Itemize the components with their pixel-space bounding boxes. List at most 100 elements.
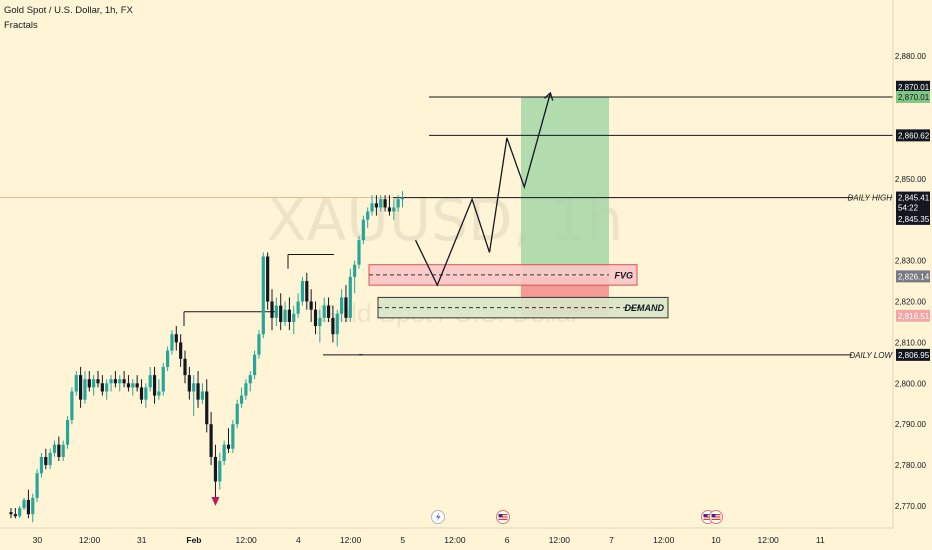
candle xyxy=(392,199,396,220)
candle xyxy=(313,301,318,335)
candle xyxy=(257,330,261,359)
candle xyxy=(65,416,70,449)
candle-body xyxy=(79,375,83,400)
price-label: 2,860.62 xyxy=(898,131,930,140)
candle xyxy=(287,297,291,331)
candle-body xyxy=(131,383,135,388)
candle xyxy=(300,276,305,306)
candle-body xyxy=(266,256,270,302)
candle-body xyxy=(279,305,283,322)
price-label-bg xyxy=(896,80,930,93)
candle-body xyxy=(261,256,265,335)
y-tick-label: 2,810.00 xyxy=(895,338,927,347)
candle-body xyxy=(387,207,392,212)
x-tick-label: 30 xyxy=(33,535,43,545)
candle xyxy=(92,375,96,396)
candle xyxy=(179,334,183,367)
candle-body xyxy=(31,497,35,515)
candle xyxy=(26,489,30,519)
price-label: 2,845.35 xyxy=(898,215,930,224)
lightning-icon[interactable] xyxy=(431,510,445,524)
candle xyxy=(309,289,313,322)
candle xyxy=(370,195,374,216)
candle xyxy=(35,469,39,502)
candle-body xyxy=(192,383,196,392)
candle-body xyxy=(13,514,17,517)
candle xyxy=(22,497,26,511)
level-label: DAILY LOW xyxy=(849,351,893,360)
candle-body xyxy=(357,240,361,265)
candle-body xyxy=(144,387,148,400)
candle-body xyxy=(353,264,357,277)
candle-body xyxy=(105,383,109,392)
candle xyxy=(96,371,100,388)
price-label-bg xyxy=(896,309,930,322)
candle-body xyxy=(222,444,226,462)
candle xyxy=(200,383,204,404)
candle xyxy=(18,506,22,519)
y-tick-label: 2,820.00 xyxy=(895,298,927,307)
zones-layer: FVG DEMAND xyxy=(368,96,669,319)
candle xyxy=(344,285,348,322)
candle-body xyxy=(148,375,152,388)
candle xyxy=(139,379,144,404)
us-flag-event-icon[interactable] xyxy=(496,510,510,524)
candle xyxy=(113,371,117,388)
candle-body xyxy=(300,281,305,302)
price-label-bg xyxy=(896,90,930,103)
candle-body xyxy=(379,199,383,208)
candle-body xyxy=(239,395,244,404)
candle xyxy=(244,379,248,400)
candle-body xyxy=(122,379,126,384)
candle xyxy=(52,440,57,457)
candle-body xyxy=(83,379,87,400)
candle-body xyxy=(135,383,139,388)
candle xyxy=(213,444,218,498)
candle xyxy=(340,289,344,322)
candle xyxy=(266,252,270,310)
candle-body xyxy=(209,424,213,457)
us-flag-event-icon[interactable] xyxy=(709,510,723,524)
candle-body xyxy=(366,211,370,220)
candle xyxy=(87,371,91,392)
candle-body xyxy=(274,305,278,318)
candle-body xyxy=(361,219,365,241)
candle-body xyxy=(344,297,348,318)
candle-body xyxy=(383,199,387,208)
candle xyxy=(331,305,335,343)
y-tick-label: 2,850.00 xyxy=(895,175,927,184)
candle xyxy=(118,375,122,392)
zone-label: DEMAND xyxy=(625,303,665,313)
candle-body xyxy=(113,379,117,384)
candle xyxy=(183,350,187,384)
candle xyxy=(148,366,152,392)
candle xyxy=(400,191,405,208)
candle xyxy=(31,493,35,523)
candles-layer xyxy=(9,191,405,523)
candle xyxy=(357,236,361,269)
candle-body xyxy=(283,309,287,322)
indicator-label[interactable]: Fractals xyxy=(4,20,38,31)
candle-body xyxy=(179,342,183,359)
x-tick-label: Feb xyxy=(186,535,201,545)
candle-body xyxy=(331,317,335,335)
candle-body xyxy=(248,375,252,384)
candle xyxy=(44,448,48,470)
candle-body xyxy=(39,456,44,474)
price-label-bg xyxy=(896,270,930,283)
candle xyxy=(218,452,222,490)
candle-body xyxy=(196,383,200,400)
projection-path xyxy=(414,92,552,287)
candle xyxy=(261,252,265,339)
candle-body xyxy=(48,452,52,466)
candle-body xyxy=(392,207,396,212)
x-tick-label: 12:00 xyxy=(444,535,466,545)
candle xyxy=(157,379,161,400)
x-tick-label: 12:00 xyxy=(340,535,362,545)
candle-body xyxy=(296,301,300,314)
candle xyxy=(222,440,226,466)
candle-body xyxy=(257,334,261,355)
candle xyxy=(57,436,61,462)
candle xyxy=(126,375,131,392)
